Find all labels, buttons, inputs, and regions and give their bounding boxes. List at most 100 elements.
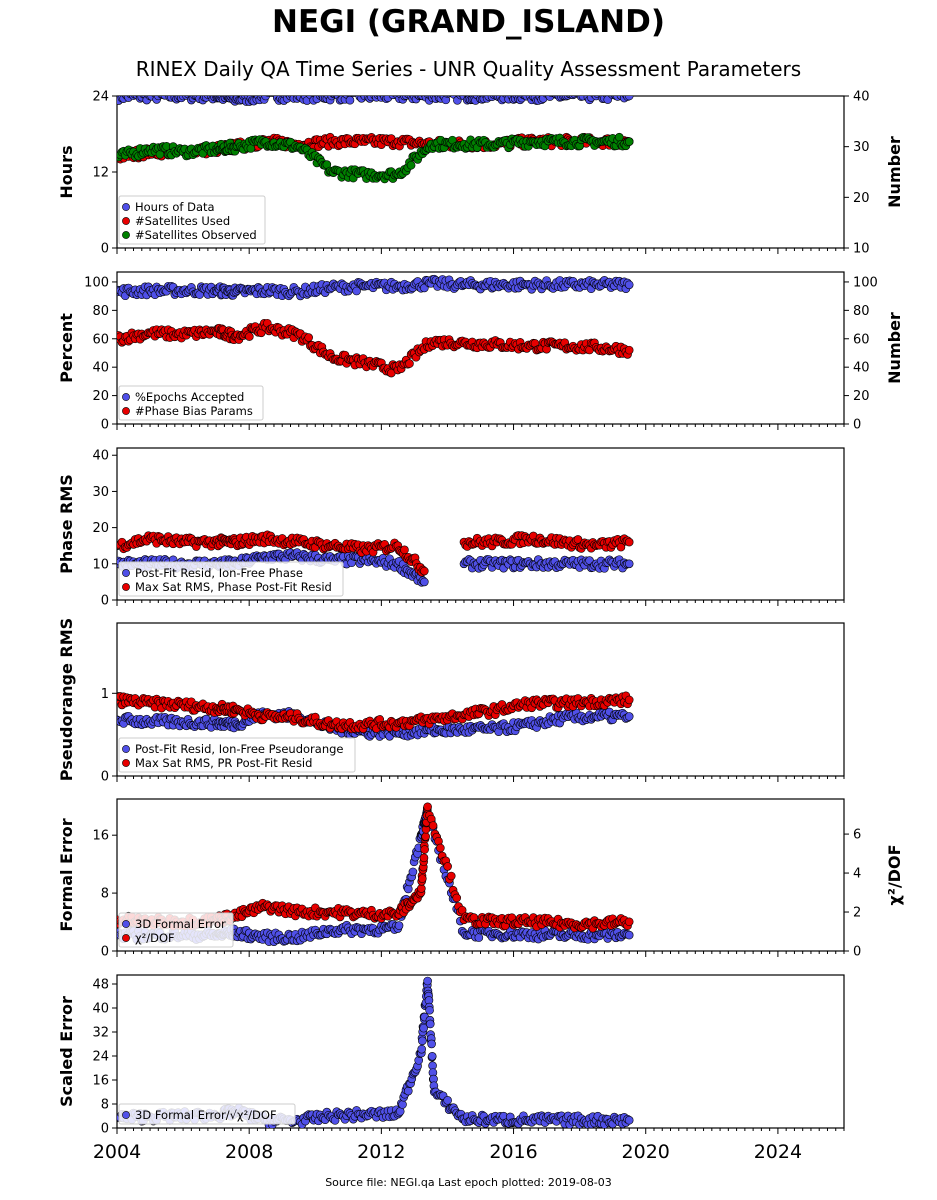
data-point [405, 359, 414, 368]
panel-6: 0 8 16 24 32 40 48 Scaled Error 3D Formal Error/… [57, 974, 845, 1163]
panel-3: 0 10 20 30 40 Phase RMS Post-Fit Resid, Ion-Fr… [57, 447, 845, 609]
source-footer: Source file: NEGI.qa Last epoch plotted:… [325, 1176, 612, 1189]
y-right-tick-label: 20 [853, 191, 870, 206]
series-group [117, 274, 634, 378]
legend: %Epochs Accepted#Phase Bias Params [118, 385, 264, 421]
data-point [406, 160, 416, 170]
y-right-tick-label: 100 [853, 275, 878, 290]
y-tick-label: 0 [101, 242, 109, 257]
y-tick-label: 24 [92, 1050, 109, 1065]
legend-marker [122, 393, 130, 401]
data-point [266, 96, 272, 97]
data-point [187, 96, 193, 97]
data-point [349, 96, 355, 97]
data-point [245, 332, 254, 341]
data-point [292, 96, 298, 97]
panel-4: 0 1 Pseudorange RMS Post-Fit Resid, Ion-Fre… [57, 618, 845, 785]
data-point [394, 96, 399, 97]
data-point [418, 874, 427, 883]
data-point [408, 96, 411, 97]
data-point [598, 96, 601, 97]
data-point [420, 577, 429, 587]
y-tick-label: 40 [92, 361, 109, 376]
y-tick-label: 1 [101, 687, 109, 702]
legend-label: #Phase Bias Params [135, 404, 253, 418]
legend-marker [122, 569, 130, 577]
data-point [425, 1019, 435, 1029]
data-point [252, 96, 258, 97]
data-point [443, 1096, 452, 1105]
y-tick-label: 40 [92, 1002, 109, 1017]
data-point [299, 96, 305, 97]
data-point [573, 96, 579, 97]
y-tick-label: 80 [92, 304, 109, 319]
data-point [624, 96, 634, 101]
y-axis-label: Phase RMS [57, 474, 76, 574]
data-point [624, 345, 634, 355]
data-point [543, 96, 547, 97]
data-point [624, 695, 634, 705]
y-right-tick-label: 30 [853, 140, 870, 155]
data-point [590, 96, 596, 97]
data-point [428, 821, 438, 830]
legend-marker [122, 583, 130, 591]
data-point [151, 96, 156, 97]
y-right-tick-label: 10 [853, 242, 870, 257]
y-tick-label: 60 [92, 332, 109, 347]
data-point [400, 545, 409, 555]
data-point [370, 96, 376, 97]
y-right-axis-label: Number [885, 136, 904, 208]
data-point [582, 88, 590, 96]
data-point [423, 802, 432, 812]
data-point [420, 845, 429, 854]
data-point [607, 96, 612, 97]
y-right-tick-label: 2 [853, 906, 861, 921]
data-point [474, 933, 484, 942]
data-point [387, 87, 395, 95]
chart-subtitle: RINEX Daily QA Time Series - UNR Quality… [135, 57, 802, 81]
data-point [552, 96, 555, 97]
data-point [603, 96, 613, 104]
data-point [345, 96, 355, 105]
legend-label: χ²/DOF [135, 931, 175, 945]
y-tick-label: 0 [101, 770, 109, 785]
data-point [486, 87, 494, 95]
data-point [624, 537, 634, 547]
data-point [421, 832, 430, 841]
y-tick-label: 0 [101, 1122, 109, 1137]
data-point [350, 96, 357, 98]
y-tick-label: 30 [92, 485, 109, 500]
y-tick-label: 0 [101, 594, 109, 609]
legend-label: Post-Fit Resid, Ion-Free Phase [135, 566, 303, 580]
data-point [624, 1115, 634, 1125]
legend: 3D Formal Error/√χ²/DOF [118, 1103, 296, 1125]
data-point [261, 96, 271, 101]
data-point [352, 286, 361, 296]
legend-label: %Epochs Accepted [135, 390, 244, 404]
y-right-tick-label: 80 [853, 304, 870, 319]
legend-label: Post-Fit Resid, Ion-Free Pseudorange [135, 742, 343, 756]
data-point [269, 96, 275, 97]
y-tick-label: 8 [101, 1098, 109, 1113]
y-tick-label: 32 [92, 1026, 109, 1041]
series-group [117, 87, 634, 184]
data-point [265, 96, 270, 97]
data-point [403, 884, 413, 894]
y-right-tick-label: 0 [853, 418, 861, 433]
data-point [403, 1086, 413, 1096]
y-right-tick-label: 20 [853, 389, 870, 404]
data-point [363, 96, 370, 97]
data-point [624, 930, 634, 940]
data-point [576, 88, 584, 96]
legend-marker [122, 1111, 130, 1119]
data-point [183, 96, 187, 97]
y-tick-label: 10 [92, 557, 109, 572]
legend-marker [122, 759, 130, 767]
data-point [624, 712, 634, 721]
data-point [436, 843, 445, 853]
y-tick-label: 20 [92, 389, 109, 404]
chart-title: NEGI (GRAND_ISLAND) [272, 4, 665, 40]
data-point [423, 976, 432, 986]
y-axis-label: Scaled Error [57, 996, 76, 1107]
